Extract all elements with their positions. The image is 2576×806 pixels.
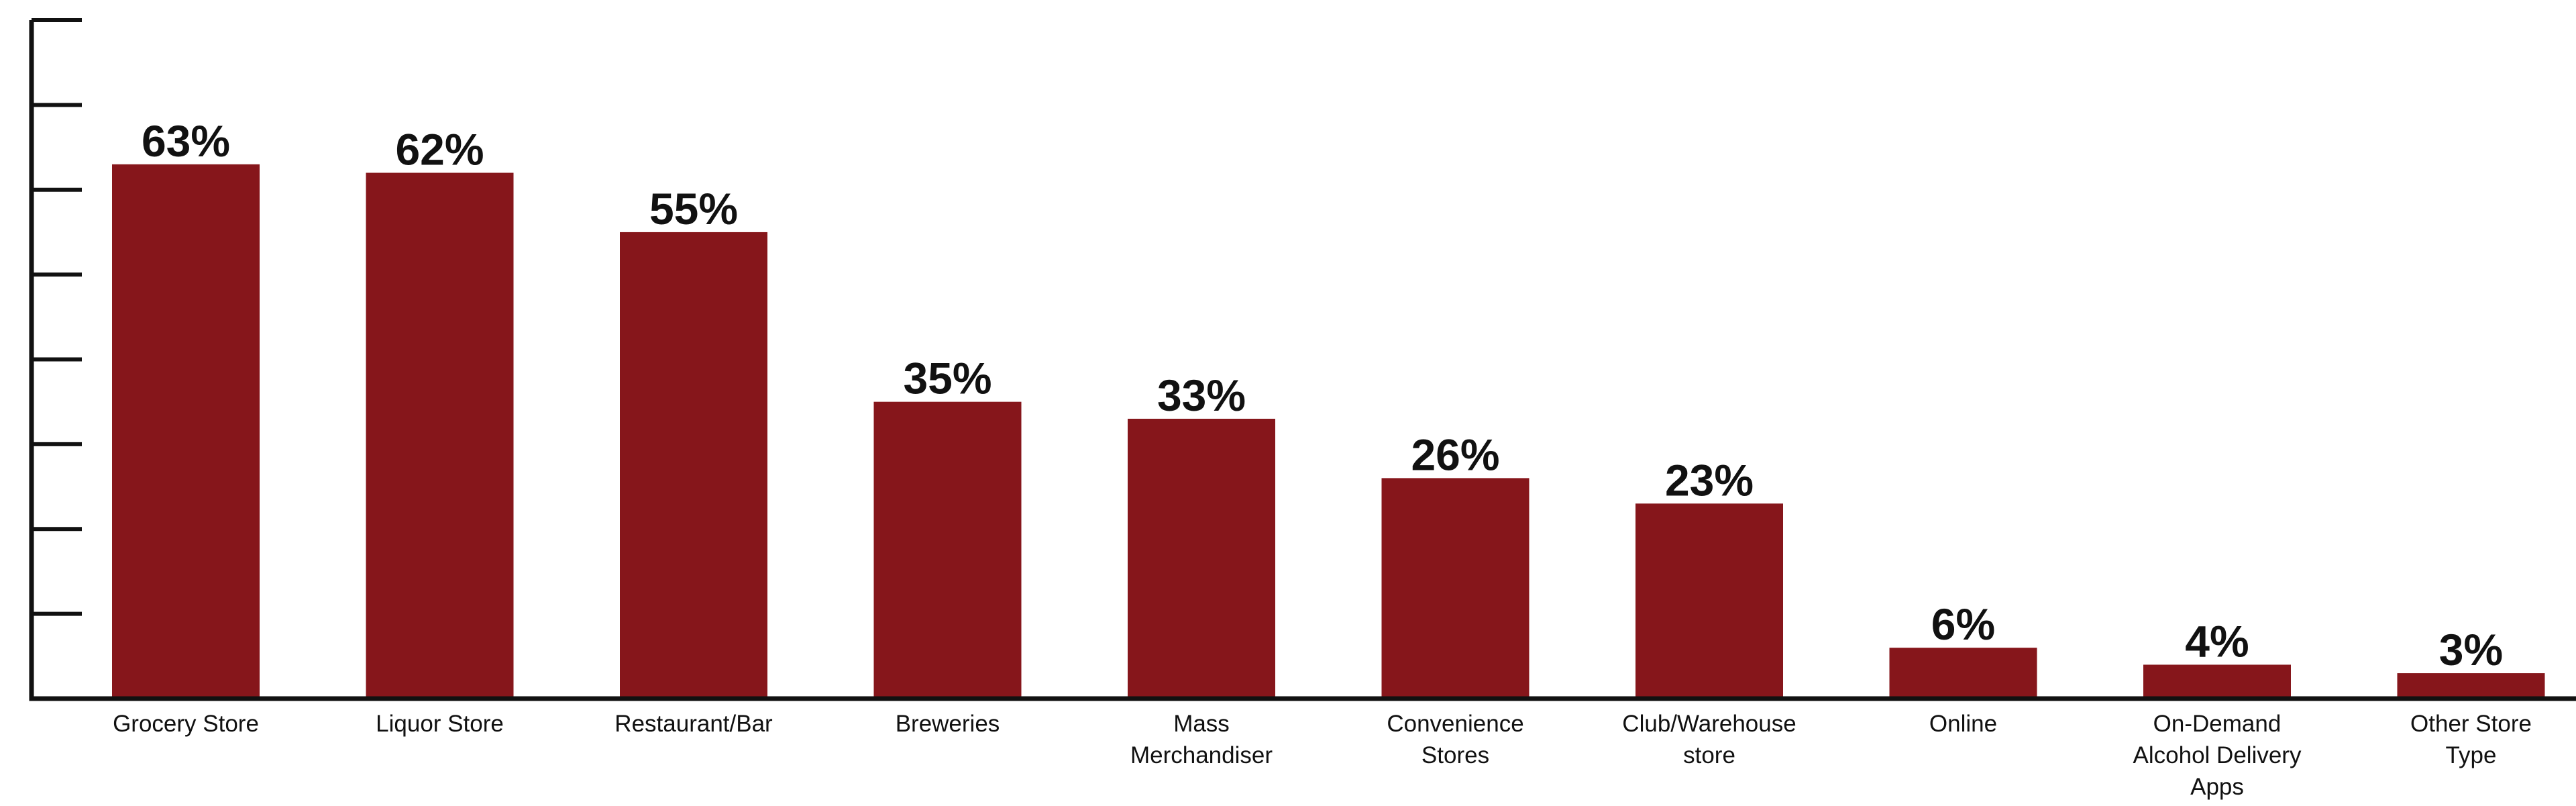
bar xyxy=(366,172,514,699)
x-tick-label-line: Club/Warehouse xyxy=(1622,711,1796,737)
bar xyxy=(2397,673,2545,699)
x-tick-label-line: Apps xyxy=(2190,774,2244,800)
bar xyxy=(620,232,767,699)
bar-value-label: 3% xyxy=(2439,625,2503,674)
bar-value-label: 26% xyxy=(1411,430,1499,479)
x-tick-label-line: Other Store xyxy=(2410,711,2532,737)
x-tick-label-line: Convenience xyxy=(1387,711,1523,737)
bar xyxy=(112,164,260,699)
x-tick-label: Other Store Type xyxy=(2410,711,2532,768)
value-labels: 63% 62% 55% 35% 33% 26% 23% 6% 4% 3% xyxy=(142,116,2503,674)
bar-value-label: 4% xyxy=(2185,616,2249,666)
x-tick-label-line: Mass xyxy=(1173,711,1230,737)
x-tick-label: Convenience Stores xyxy=(1387,711,1523,768)
x-tick-label-line: Type xyxy=(2446,742,2497,768)
x-tick-label: Breweries xyxy=(896,711,1000,737)
x-tick-label-line: Alcohol Delivery xyxy=(2133,742,2302,768)
bar xyxy=(1889,648,2037,699)
x-tick-label-line: On-Demand xyxy=(2153,711,2282,737)
x-tick-label-line: Online xyxy=(1929,711,1997,737)
x-tick-label: Club/Warehouse store xyxy=(1622,711,1796,768)
x-tick-label-line: Breweries xyxy=(896,711,1000,737)
x-tick-label: Grocery Store xyxy=(113,711,259,737)
bar-value-label: 33% xyxy=(1157,370,1246,420)
x-tick-label: On-Demand Alcohol Delivery Apps xyxy=(2133,711,2302,800)
bar-value-label: 6% xyxy=(1931,599,1995,649)
x-tick-label: Restaurant/Bar xyxy=(614,711,773,737)
x-tick-label: Liquor Store xyxy=(376,711,504,737)
x-tick-label: Online xyxy=(1929,711,1997,737)
bar-value-label: 35% xyxy=(903,354,991,403)
bar xyxy=(2143,664,2291,699)
x-tick-label-line: Liquor Store xyxy=(376,711,504,737)
y-axis-ticks xyxy=(32,18,82,616)
bar-value-label: 63% xyxy=(142,116,230,166)
bar xyxy=(1635,503,1783,699)
bar xyxy=(1381,478,1529,699)
x-tick-label-line: Grocery Store xyxy=(113,711,259,737)
x-tick-label-line: Stores xyxy=(1421,742,1489,768)
bars xyxy=(112,164,2545,699)
category-labels: Grocery Store Liquor Store Restaurant/Bar B… xyxy=(113,711,2532,800)
bar-value-label: 62% xyxy=(395,124,484,174)
bar-value-label: 23% xyxy=(1665,455,1754,505)
bar xyxy=(873,401,1022,699)
x-tick-label: Mass Merchandiser xyxy=(1130,711,1273,768)
bar-value-label: 55% xyxy=(649,184,738,234)
bar xyxy=(1128,418,1275,699)
x-tick-label-line: Merchandiser xyxy=(1130,742,1273,768)
x-tick-label-line: Restaurant/Bar xyxy=(614,711,773,737)
x-tick-label-line: store xyxy=(1683,742,1735,768)
